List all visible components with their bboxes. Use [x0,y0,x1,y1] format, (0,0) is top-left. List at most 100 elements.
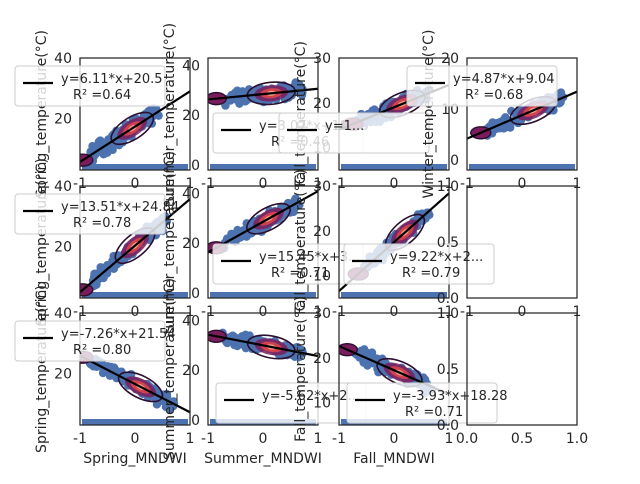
x-tick-label: 0.0 [456,431,478,447]
kde-contour [80,153,94,167]
axes-frame [79,57,191,171]
y-tick-label: 20 [182,236,200,252]
x-tick-label: 0 [131,176,140,192]
y-tick-label: 30 [313,306,331,322]
legend-r2: R² =0.79 [402,266,460,281]
fit-line [80,198,190,294]
rug-band [82,419,188,425]
y-axis-label: Summer_temperature(°C) [162,23,178,205]
scatter-point [244,85,254,94]
x-tick-label: -1 [460,176,474,192]
x-tick-label: -1 [201,176,215,192]
x-tick-label: 1 [445,304,454,320]
legend-r2: R² =0.64 [73,88,131,103]
legend-equation: y=-7.26*x+21.54 [61,327,176,342]
x-tick-label: 0 [131,304,140,320]
axes-frame [338,185,450,299]
y-tick-label: 40 [182,313,200,329]
legend-box [346,382,498,424]
y-tick-label: 10 [313,269,331,285]
fit-line [208,87,318,101]
axes-frame [207,312,319,426]
scatter-point [88,141,97,151]
y-tick-label: 40 [182,58,200,74]
x-tick-label: -1 [460,304,474,320]
y-tick-label: 0.0 [437,291,459,307]
legend-r2: R² =0.71 [405,405,463,420]
y-tick-label: 10 [313,396,331,412]
x-tick-label: 1 [186,431,195,447]
plot-area [80,350,190,425]
x-tick-label: 1 [314,304,323,320]
rug-band [82,164,188,170]
y-axis-label: Fall_temperature(°C) [293,296,309,442]
plot-area [208,190,318,298]
x-tick-label: 0.5 [511,431,533,447]
x-tick-label: -1 [201,304,215,320]
legend-r2: R² =0.78 [73,216,131,231]
x-tick-label: 1 [445,176,454,192]
y-axis-label: Summer_temperature(°C) [162,151,178,333]
legend: y=-5.62*x+2... [215,382,367,424]
x-tick-label: 1 [314,176,323,192]
x-tick-label: 0 [518,176,527,192]
axes-frame [466,57,578,171]
rug-band [469,164,575,170]
scatter-point [374,368,383,377]
rug-band [210,164,316,170]
y-axis-label: Summer_temperature(°C) [162,278,178,460]
rug-band [341,292,447,298]
x-tick-label: 1 [445,431,454,447]
legend-box [278,112,430,154]
subplot-p23: 0.0 0.5 1.0 0.0 0.5 1.0 [437,306,588,447]
axes-frame [207,185,319,299]
fit-line [80,90,190,163]
plot-area [80,90,190,170]
x-tick-label: 1 [573,304,582,320]
legend: y=6.11*x+20.5R² =0.64 [14,65,166,107]
y-tick-label: 0.5 [437,235,459,251]
y-tick-label: 20 [54,112,72,128]
legend: y=9.22*x+2...R² =0.79 [343,243,495,285]
x-axis-label: Summer_MNDWI [204,451,322,467]
scatter-point [141,109,150,119]
legend-equation: y=1... [325,119,364,134]
legend-box [14,193,166,235]
y-tick-label: 20 [54,367,72,383]
y-axis-label: Winter_temperature(°C) [421,30,437,199]
y-tick-label: 1.0 [437,306,459,322]
legend-box [406,65,558,107]
legend-equation: y=6.11*x+20.5 [61,72,163,87]
fit-line [467,90,577,140]
legend-equation: y=9.22*x+2... [390,250,483,265]
rug-band [210,292,316,298]
y-axis-label: Fall_temperature(°C) [293,169,309,315]
x-tick-label: 0 [518,304,527,320]
axes-frame [79,312,191,426]
y-tick-label: 0 [191,413,200,429]
y-tick-label: 40 [54,179,72,195]
rug-band [341,164,447,170]
fit-line [80,354,190,414]
y-axis-label: Spring_temperature(°C) [34,285,50,453]
x-tick-label: 1 [186,304,195,320]
x-tick-label: 1 [573,176,582,192]
y-tick-label: 0 [191,158,200,174]
y-tick-label: 20 [313,351,331,367]
axes-frame [338,312,450,426]
legend-equation: y=-5.62*x+2... [262,389,360,404]
legend-r2: R² =0.80 [73,343,131,358]
x-tick-label: 0 [259,431,268,447]
y-tick-label: 30 [313,51,331,67]
y-tick-label: 0.0 [437,418,459,434]
axes-frame [466,185,578,299]
x-tick-label: 0 [259,304,268,320]
